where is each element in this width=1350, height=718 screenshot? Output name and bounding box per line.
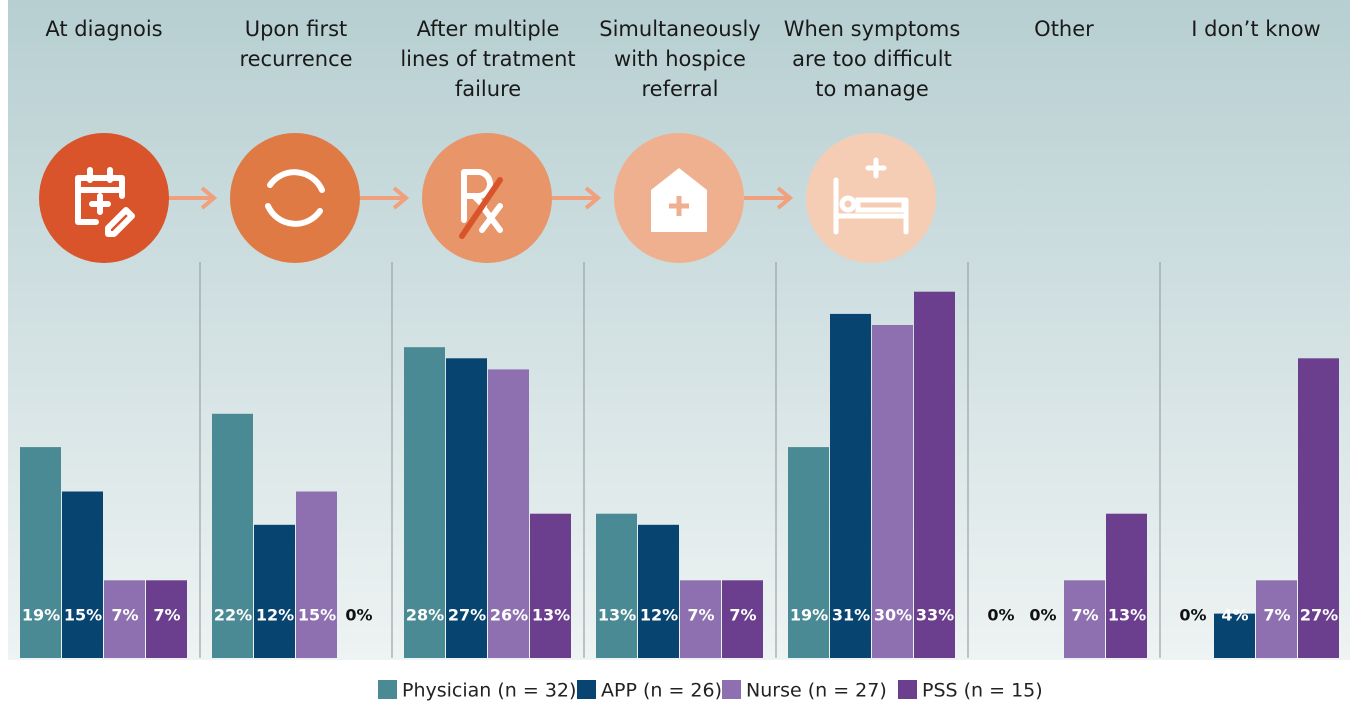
value-label: 0% [1029,606,1056,625]
legend-swatch [722,680,741,699]
bar [1214,613,1255,658]
legend-label: Nurse (n = 27) [746,680,887,702]
icon-recurrence [230,133,360,263]
value-label: 15% [64,606,102,625]
bar [62,491,103,658]
bar [1064,580,1105,658]
legend-swatch [378,680,397,699]
category-label: Other [1034,17,1094,41]
value-label: 33% [916,606,954,625]
icon-bed [833,157,909,235]
bar [404,347,445,658]
category-label: At diagnois [45,17,163,41]
bar [488,369,529,658]
bar [254,524,295,658]
category-label: Upon first recurrence [239,17,353,71]
value-label: 0% [987,606,1014,625]
value-label: 13% [532,606,570,625]
value-label: 7% [687,606,714,625]
bar [788,447,829,658]
bar [296,491,337,658]
value-label: 7% [111,606,138,625]
value-label: 26% [490,606,528,625]
category-label: Simultaneously with hospice referral [599,17,761,101]
bar [20,447,61,658]
bar [1256,580,1297,658]
bar [104,580,145,658]
value-label: 7% [1263,606,1290,625]
bar [446,358,487,658]
value-label: 22% [214,606,252,625]
bar [1106,513,1147,658]
icons [168,186,794,210]
bar [1298,358,1339,658]
value-label: 4% [1221,606,1248,625]
value-label: 12% [256,606,294,625]
value-label: 19% [22,606,60,625]
bar [914,291,955,658]
value-label: 13% [1108,606,1146,625]
bar [638,524,679,658]
bar [680,580,721,658]
legend-swatch [577,680,596,699]
value-label: 31% [832,606,870,625]
bar [872,325,913,658]
value-label: 12% [640,606,678,625]
legend-label: Physician (n = 32) [402,680,576,702]
category-label: I don’t know [1191,17,1321,41]
category-label: When symptoms are too difficult to manag… [783,17,961,101]
value-label: 13% [598,606,636,625]
value-label: 7% [729,606,756,625]
value-label: 30% [874,606,912,625]
value-label: 19% [790,606,828,625]
value-label: 7% [153,606,180,625]
legend-swatch [898,680,917,699]
bar [830,313,871,658]
bar [530,513,571,658]
bar [722,580,763,658]
value-label: 0% [1179,606,1206,625]
value-label: 27% [1300,606,1338,625]
value-label: 15% [298,606,336,625]
value-label: 7% [1071,606,1098,625]
icon-diagnosis [39,133,169,263]
legend-label: PSS (n = 15) [922,680,1043,702]
value-label: 28% [406,606,444,625]
value-label: 27% [448,606,486,625]
category-label: After multiple lines of tratment failure [400,17,576,101]
icon-glyphs [75,167,503,239]
value-label: 0% [345,606,372,625]
bar [146,580,187,658]
legend-label: APP (n = 26) [601,680,722,702]
icon-cross [669,196,689,216]
bar [212,413,253,658]
bar [596,513,637,658]
